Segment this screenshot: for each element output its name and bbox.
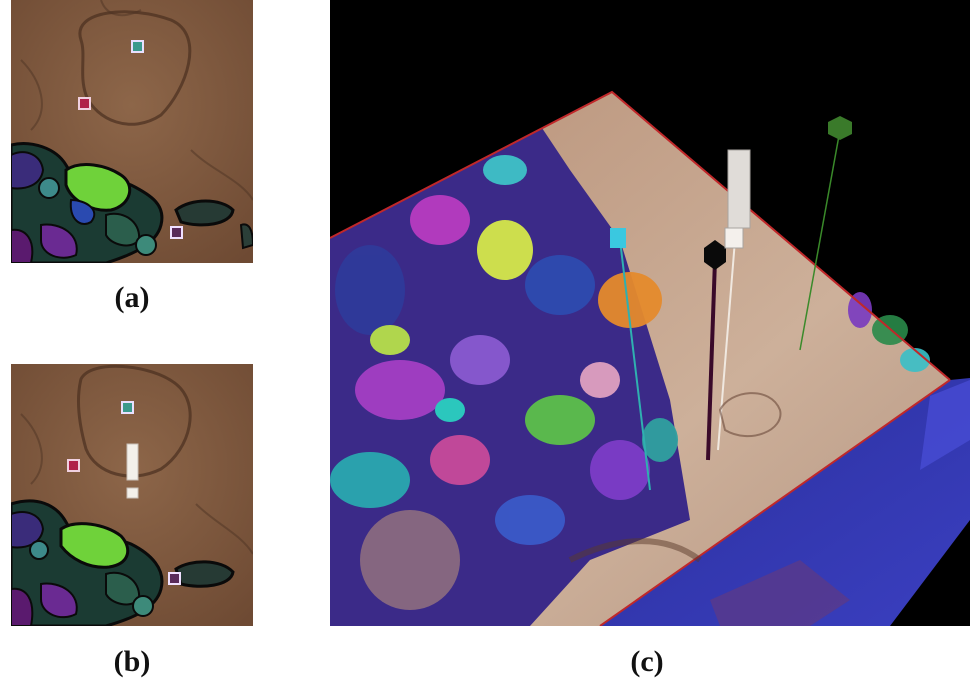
- panel-a-image: [11, 0, 253, 263]
- caption-b: (b): [113, 645, 151, 678]
- panel-b-image: [11, 364, 253, 626]
- em-slice-icon: [11, 364, 253, 626]
- em-volume-cube-icon: [330, 0, 970, 626]
- em-slice-icon: [11, 0, 253, 263]
- caption-c: (c): [630, 645, 664, 678]
- caption-a: (a): [114, 281, 150, 314]
- panel-c-image: [330, 0, 970, 626]
